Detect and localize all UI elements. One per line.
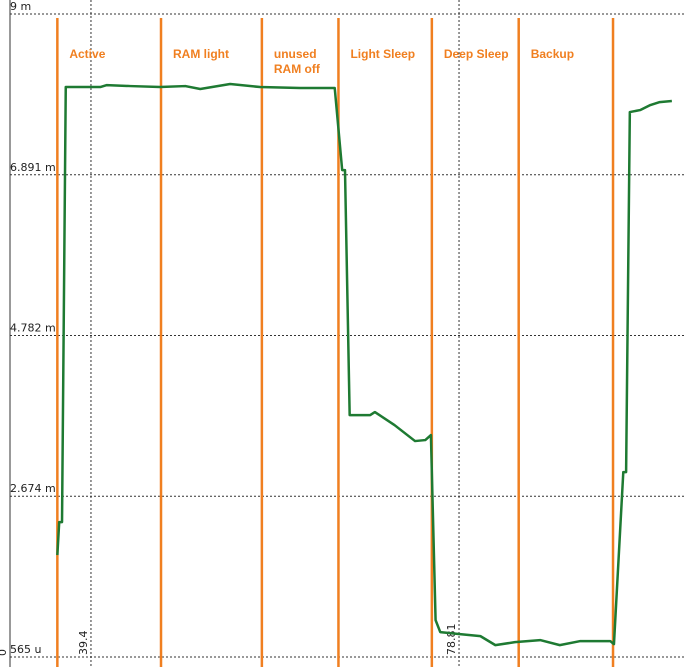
annotation: Active <box>69 47 105 61</box>
annotation: RAM light <box>173 47 229 61</box>
y-tick-label: 565 u <box>10 643 41 656</box>
y-tick-label: 2.674 m <box>10 482 56 495</box>
annotation: Deep Sleep <box>444 47 509 61</box>
y-tick-label: 9 m <box>10 0 31 13</box>
x-tick-label: 39.4 <box>77 631 90 656</box>
annotation: Backup <box>531 47 574 61</box>
y-tick-label: 6.891 m <box>10 161 56 174</box>
annotation: unused RAM off <box>274 47 321 76</box>
x-start-label: 0 <box>0 649 9 656</box>
y-tick-label: 4.782 m <box>10 322 56 335</box>
x-tick-label: 78.81 <box>445 624 458 656</box>
annotation: Light Sleep <box>350 47 415 61</box>
data-line <box>56 82 672 647</box>
